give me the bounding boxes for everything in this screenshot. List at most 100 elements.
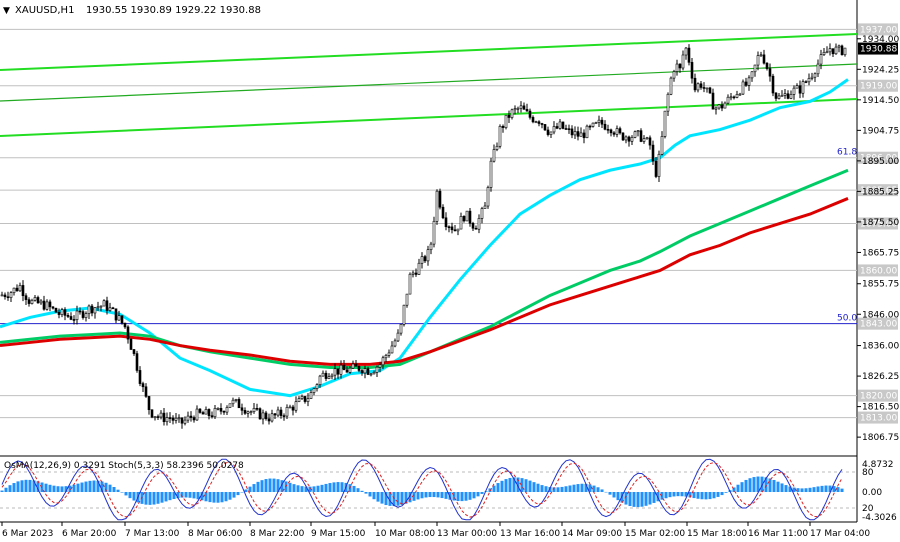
candle-body [216, 408, 220, 410]
candle-body [258, 408, 262, 420]
osma-bar [688, 492, 692, 498]
candle-body [72, 319, 76, 321]
candle-body [843, 47, 847, 56]
candle-body [375, 366, 379, 373]
osma-bar [204, 492, 208, 502]
candle-body [114, 308, 118, 321]
candle-body [48, 301, 52, 308]
candle-body [381, 357, 385, 366]
osma-bar [460, 492, 464, 502]
candle-body [291, 406, 295, 411]
osma-bar [400, 492, 404, 505]
candle-body [534, 121, 538, 124]
candle-body [627, 136, 631, 142]
candle-body [39, 300, 43, 304]
osma-bar [196, 492, 200, 500]
osma-bar [648, 492, 652, 505]
osma-bar [376, 492, 380, 502]
price-level-tag [858, 23, 898, 36]
osma-bar [396, 492, 400, 506]
candle-body [717, 104, 721, 109]
candle-body [564, 128, 568, 130]
osma-bar [420, 492, 424, 499]
candle-body [87, 305, 91, 314]
candle-body [630, 137, 634, 142]
candle-body [480, 208, 484, 219]
osma-histogram [0, 476, 844, 508]
osma-bar [332, 482, 336, 492]
osma-bar [356, 488, 360, 492]
candle-body [168, 417, 172, 419]
candle-body [3, 294, 7, 298]
osma-bar [464, 492, 468, 501]
price-tick-label: 1875.50 [862, 218, 899, 228]
candle-body [117, 315, 121, 321]
candle-body [183, 419, 187, 424]
candle-body [60, 309, 64, 315]
candle-body [420, 256, 424, 264]
price-tick-label: 1865.75 [862, 248, 899, 258]
osma-bar [724, 492, 728, 493]
price-level-tag [858, 184, 898, 197]
osma-bar [620, 492, 624, 503]
candle-body [669, 77, 673, 95]
price-level-label: 1937.00 [860, 25, 897, 35]
candle-body [708, 87, 712, 94]
osma-bar [308, 486, 312, 492]
osma-bar [120, 492, 124, 493]
candle-body [237, 399, 241, 409]
price-tick-label: 1895.00 [862, 157, 899, 167]
candle-body [477, 218, 481, 230]
candle-body [156, 416, 160, 418]
osma-bar [772, 479, 776, 492]
candle-body [471, 223, 475, 229]
dropdown-icon[interactable]: ▼ [3, 6, 10, 16]
osma-bar [752, 477, 756, 492]
osma-bar [152, 492, 156, 505]
osma-bar [664, 492, 668, 499]
time-tick-label: 6 Mar 20:00 [62, 529, 117, 539]
candle-body [300, 396, 304, 399]
osma-bar [20, 480, 24, 492]
candle-body [393, 340, 397, 347]
candle-body [0, 294, 4, 297]
candle-body [441, 206, 445, 219]
candle-body [594, 122, 598, 124]
candle-body [120, 315, 124, 324]
osma-bar [764, 477, 768, 492]
candle-body [735, 94, 739, 98]
moving-averages [0, 78, 849, 398]
osma-bar [156, 492, 160, 504]
candle-body [816, 63, 820, 75]
candle-body [12, 287, 16, 293]
candle-body [645, 137, 649, 140]
osma-bar [828, 485, 832, 492]
candle-body [546, 129, 550, 135]
candle-body [456, 228, 460, 232]
candle-body [540, 123, 544, 125]
osma-bar [496, 483, 500, 492]
osma-bar [608, 492, 612, 495]
candle-body [501, 126, 505, 128]
candle-body [753, 64, 757, 73]
price-tick-label: 1885.25 [862, 187, 899, 197]
candle-body [822, 52, 826, 55]
osma-bar [564, 486, 568, 492]
candle-body [732, 96, 736, 99]
candle-body [306, 398, 310, 402]
indicator-axis-label: 0.00 [862, 488, 882, 498]
ohlc-values: 1930.55 1930.89 1929.22 1930.88 [86, 5, 261, 16]
candle-body [615, 128, 619, 135]
price-level-tag [858, 217, 898, 230]
price-level-tag [858, 151, 898, 164]
candle-body [447, 226, 451, 229]
indicator-label: OsMA(12,26,9) 0.3291 Stoch(5,3,3) 58.239… [4, 461, 244, 471]
osma-bar [212, 492, 216, 503]
osma-bar [644, 492, 648, 506]
candle-body [123, 322, 127, 328]
price-tick-label: 1924.25 [862, 65, 899, 75]
indicator-axis-label: 4.8732 [862, 460, 894, 470]
candle-body [51, 306, 55, 309]
price-level-label: 1885.65 [860, 186, 897, 196]
